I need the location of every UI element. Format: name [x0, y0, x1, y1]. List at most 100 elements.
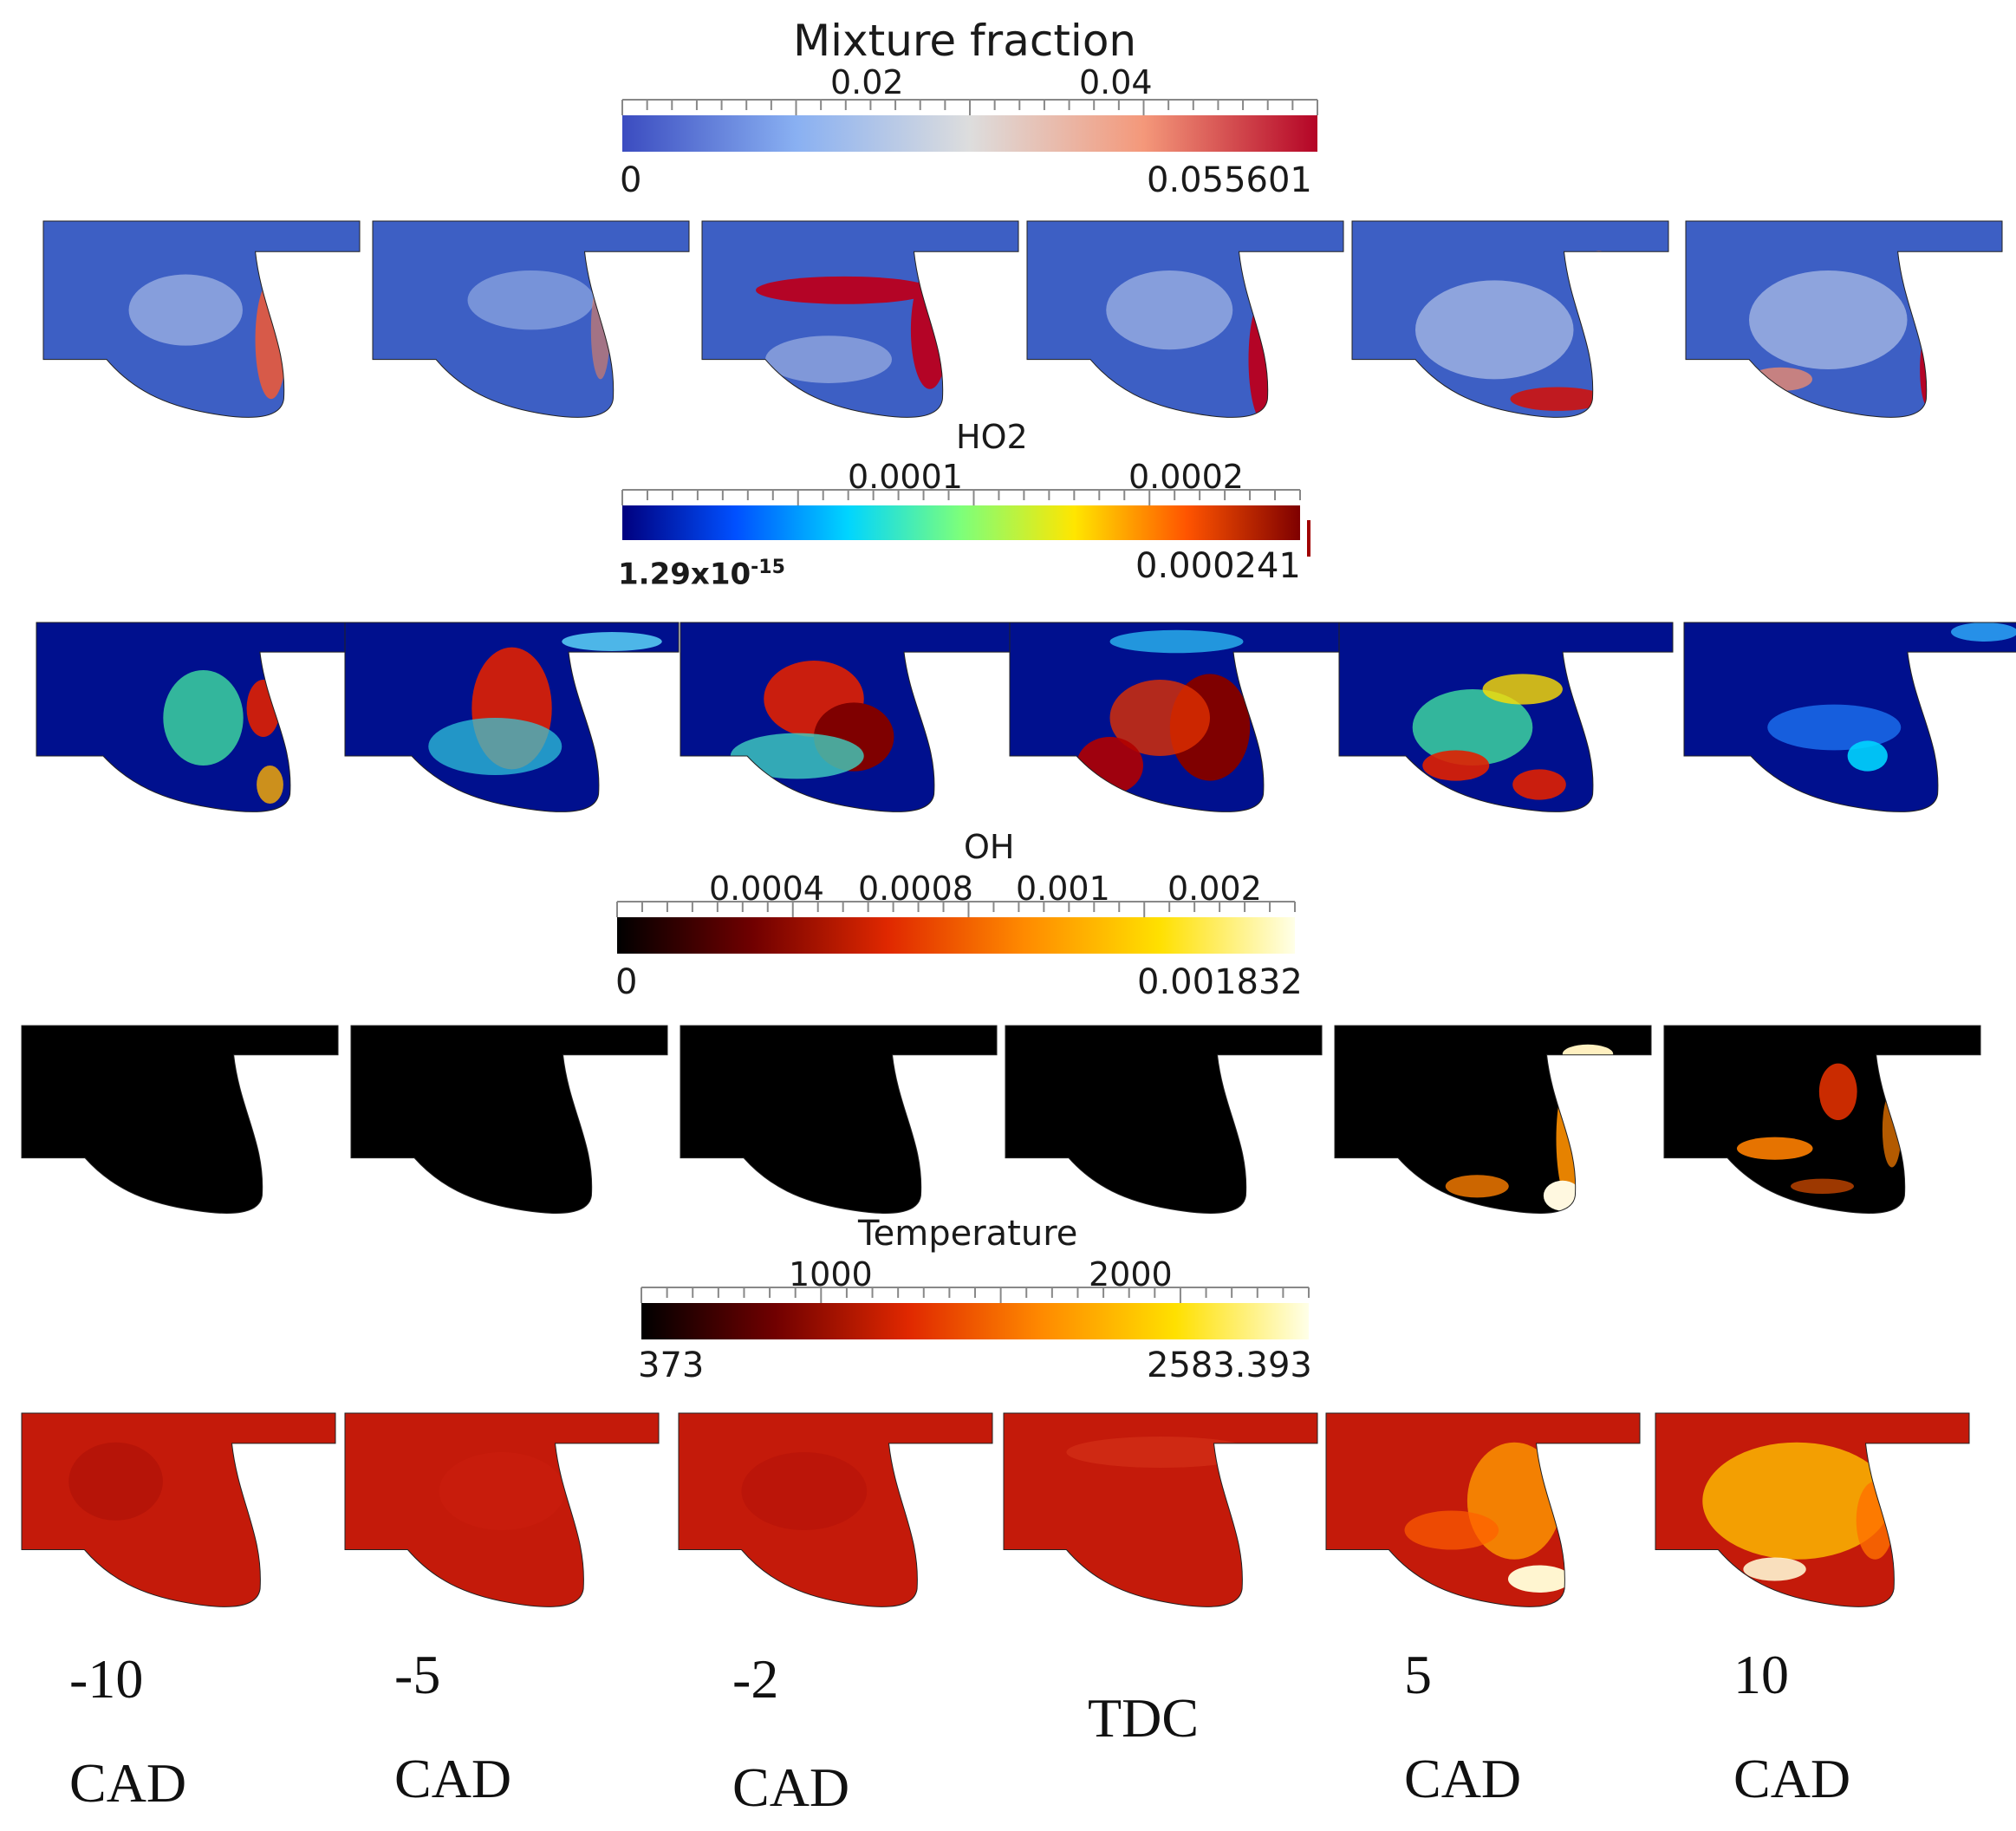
contour-region — [1818, 1063, 1857, 1121]
colorbar-max-label: 2583.393 — [1147, 1346, 1312, 1385]
contour-region — [255, 280, 288, 400]
panel-outline — [680, 1025, 998, 1214]
contour-region — [439, 1452, 565, 1530]
contour-region — [1882, 1091, 1902, 1168]
contour-region — [1951, 622, 2016, 642]
panel-outline — [1003, 1412, 1318, 1607]
ho2-contour-panel — [36, 622, 370, 812]
contour-region — [910, 270, 949, 389]
panel-outline — [680, 622, 1015, 812]
panel-background — [702, 221, 1018, 418]
mixture-contour-panel — [43, 221, 360, 418]
panel-outline — [36, 622, 371, 812]
panel-outline — [372, 220, 690, 418]
ho2-contour-panel — [345, 622, 679, 812]
colorbar-min-mantissa: 1.29x10 — [618, 557, 751, 592]
colorbar-title-temperature: Temperature — [858, 1214, 1078, 1254]
contour-region — [1066, 1437, 1255, 1468]
colorbar-min-label: 1.29x10-15 — [618, 557, 785, 591]
contour-region — [1109, 629, 1244, 654]
colorbar-min-exponent: -15 — [751, 557, 785, 578]
panel-background — [1004, 1413, 1317, 1607]
contour-region — [1422, 750, 1490, 781]
crank-angle-value: -2 — [732, 1648, 779, 1710]
contour-region — [1767, 704, 1902, 751]
panel-outline — [42, 220, 361, 418]
tick-label: 0.02 — [830, 63, 904, 101]
contour-region — [1743, 1557, 1806, 1581]
contour-region — [1512, 769, 1566, 800]
crank-angle-value: 10 — [1733, 1644, 1789, 1705]
contour-region — [1749, 270, 1908, 369]
contour-region — [562, 632, 662, 651]
crank-angle-unit: CAD — [69, 1752, 187, 1814]
oh-contour-panel — [680, 1026, 997, 1214]
panel-outline — [1334, 1025, 1652, 1214]
panel-outline — [1026, 220, 1344, 418]
colorbar-max-label: 0.000241 — [1135, 546, 1301, 586]
contour-region — [1856, 1481, 1895, 1560]
panel-outline — [21, 1412, 336, 1607]
mixture-contour-panel — [1352, 221, 1668, 418]
contour-region — [1415, 280, 1574, 380]
contour-region — [1847, 740, 1888, 772]
contour-region — [68, 1442, 163, 1521]
contour-region — [428, 718, 563, 775]
colorbar-3 — [617, 917, 1295, 954]
crank-angle-unit: CAD — [732, 1756, 850, 1818]
contour-region — [730, 733, 864, 779]
contour-region — [1412, 689, 1533, 766]
mixture-contour-panel — [373, 221, 689, 418]
contour-region — [590, 280, 610, 380]
panel-outline — [350, 1025, 668, 1214]
oh-contour-panel — [1005, 1026, 1322, 1214]
contour-region — [467, 270, 595, 330]
colorbar-min-label: 0 — [620, 160, 642, 200]
panel-outline — [1351, 220, 1669, 418]
panel-outline — [1655, 1412, 1970, 1607]
panel-background — [679, 1413, 992, 1607]
crank-angle-value: TDC — [1088, 1687, 1199, 1749]
panel-background — [345, 1413, 659, 1607]
panel-outline — [1683, 622, 2016, 812]
contour-region — [765, 336, 892, 383]
colorbar-min-label: 0 — [615, 962, 638, 1002]
crank-angle-value: -5 — [394, 1644, 441, 1705]
panel-background — [1664, 1026, 1980, 1214]
panel-background — [680, 1026, 997, 1214]
panel-outline — [1009, 622, 1344, 812]
contour-region — [1445, 1175, 1509, 1198]
contour-region — [1510, 387, 1605, 411]
contour-region — [128, 274, 243, 346]
contour-region — [1404, 1510, 1499, 1550]
colorbar-title-ho2: HO2 — [956, 418, 1028, 456]
panel-outline — [1005, 1025, 1323, 1214]
temp-contour-panel — [679, 1413, 992, 1607]
colorbar-min-label: 373 — [638, 1346, 705, 1385]
crank-angle-unit: CAD — [1733, 1748, 1851, 1809]
contour-region — [163, 670, 244, 766]
colorbar-overflow-marker — [1307, 520, 1310, 557]
temp-contour-panel — [1326, 1413, 1640, 1607]
ho2-contour-panel — [1010, 622, 1343, 812]
mixture-contour-panel — [702, 221, 1018, 418]
oh-contour-panel — [351, 1026, 667, 1214]
contour-region — [1106, 270, 1233, 350]
contour-region — [1920, 329, 1939, 409]
panel-background — [22, 1026, 338, 1214]
panel-outline — [21, 1025, 339, 1214]
contour-region — [1791, 1178, 1854, 1195]
ho2-contour-panel — [1684, 622, 2016, 812]
ho2-contour-panel — [1339, 622, 1673, 812]
contour-region — [1562, 1044, 1614, 1064]
temp-contour-panel — [22, 1413, 335, 1607]
temp-contour-panel — [1004, 1413, 1317, 1607]
oh-contour-panel — [22, 1026, 338, 1214]
crank-angle-value: -10 — [69, 1648, 144, 1710]
colorbar-1 — [622, 115, 1317, 152]
oh-contour-panel — [1664, 1026, 1980, 1214]
oh-contour-panel — [1335, 1026, 1651, 1214]
colorbar-title-mixture-fraction: Mixture fraction — [793, 16, 1137, 66]
panel-outline — [678, 1412, 993, 1607]
